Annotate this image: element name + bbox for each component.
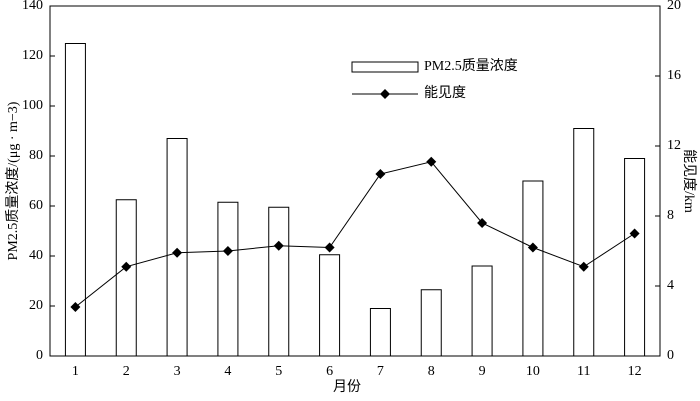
x-tick-label: 6 [326, 364, 333, 379]
y2-tick-label: 16 [667, 68, 681, 83]
bar [115, 199, 137, 357]
y-tick-label: 100 [22, 98, 43, 113]
marker [70, 302, 81, 312]
y-tick-label: 120 [22, 48, 43, 63]
bar [369, 308, 391, 357]
x-tick-label: 9 [479, 364, 486, 379]
marker [222, 246, 233, 256]
legend-marker [380, 89, 390, 99]
x-tick-label: 4 [224, 364, 231, 379]
x-tick-label: 12 [628, 364, 642, 379]
marker [121, 261, 132, 272]
y2-tick-label: 0 [667, 348, 674, 363]
marker [273, 240, 284, 251]
bar [268, 206, 290, 357]
x-tick-label: 8 [428, 364, 435, 379]
marker [375, 169, 386, 179]
bar [166, 138, 188, 357]
bar [217, 201, 239, 357]
y2-tick-label: 8 [667, 208, 674, 223]
y2-tick-label: 20 [667, 0, 681, 13]
y-tick-label: 60 [29, 198, 43, 213]
marker [172, 247, 183, 258]
legend-swatch [351, 61, 419, 73]
y-tick-label: 40 [29, 248, 43, 263]
bar [420, 289, 442, 357]
marker [527, 242, 538, 253]
marker [426, 156, 437, 167]
marker [477, 218, 488, 228]
marker [578, 261, 589, 272]
x-tick-label: 5 [275, 364, 282, 379]
x-tick-label: 3 [174, 364, 181, 379]
plot-frame [49, 5, 661, 357]
y-tick-label: 140 [22, 0, 43, 13]
x-tick-label: 10 [526, 364, 540, 379]
y2-axis-label: 能见度/km [681, 149, 697, 213]
y2-tick-label: 12 [667, 138, 681, 153]
bar [319, 254, 341, 357]
marker [324, 242, 335, 253]
y2-tick-label: 4 [667, 278, 674, 293]
y-tick-label: 20 [29, 298, 43, 313]
legend-label: PM2.5质量浓度 [424, 58, 518, 74]
bar [573, 128, 595, 357]
bar [624, 158, 646, 357]
x-tick-label: 2 [123, 364, 130, 379]
x-tick-label: 1 [72, 364, 79, 379]
bar [64, 43, 86, 357]
x-tick-label: 11 [577, 364, 590, 379]
bar [522, 180, 544, 357]
line [75, 161, 635, 308]
x-tick-label: 7 [377, 364, 384, 379]
x-axis-label: 月份 [333, 379, 361, 395]
y-tick-label: 80 [29, 148, 43, 163]
legend-label: 能见度 [424, 85, 466, 101]
y-tick-label: 0 [36, 348, 43, 363]
y-axis-label: PM2.5质量浓度/(μg · m−3) [5, 101, 21, 260]
marker [629, 228, 640, 239]
bar [471, 265, 493, 357]
